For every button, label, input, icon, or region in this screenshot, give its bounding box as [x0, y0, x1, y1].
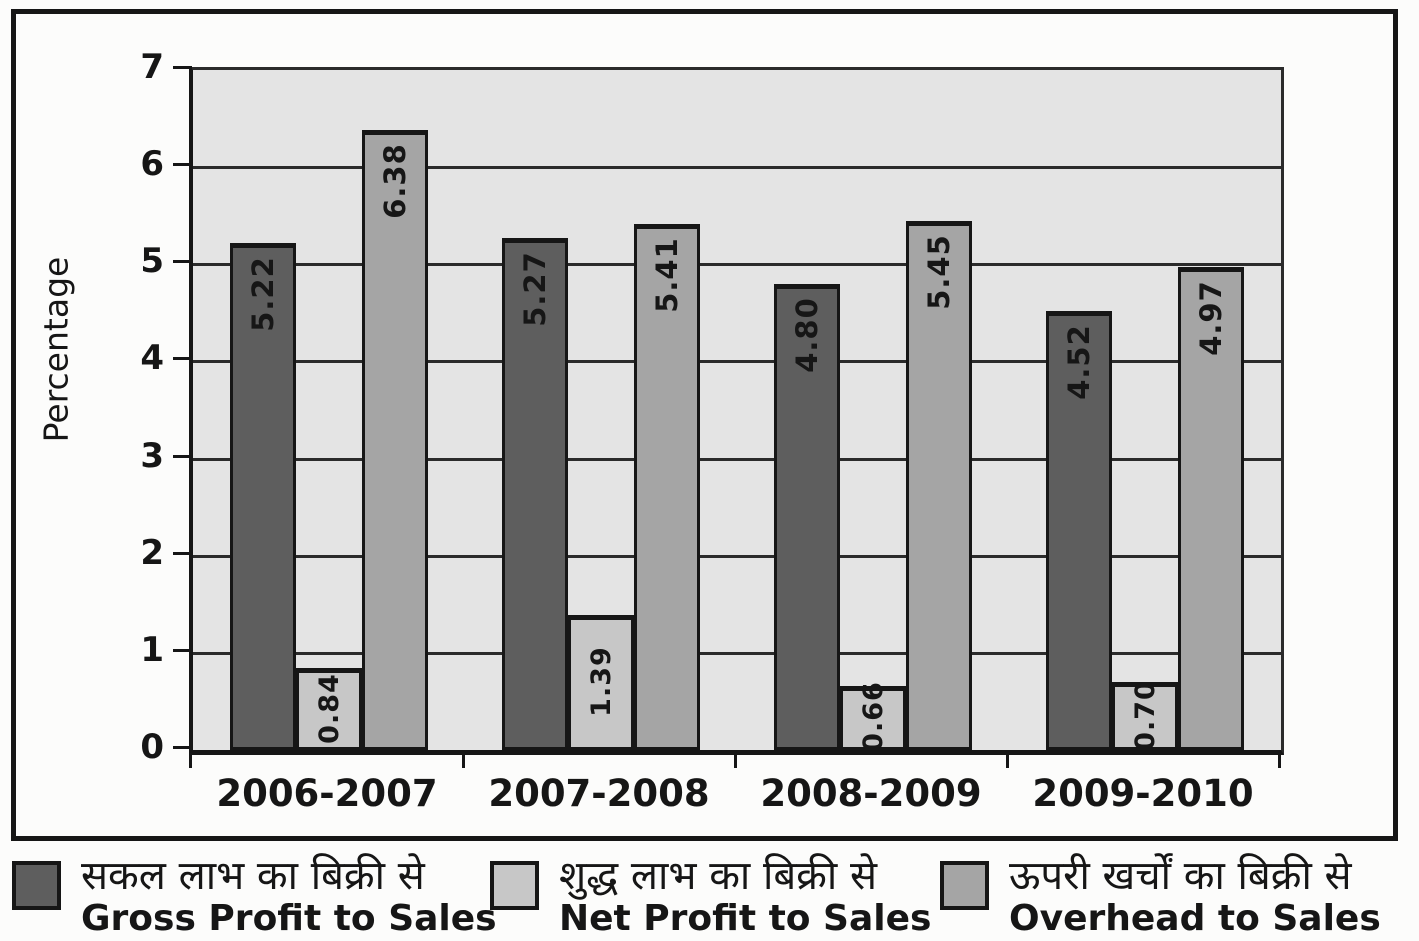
bar-2006-2007-series-2: 6.38	[362, 130, 428, 750]
bar-value-text: 5.27	[518, 251, 552, 327]
bar-value-text: 4.97	[1194, 280, 1228, 356]
bar-value-label: 5.45	[897, 233, 981, 310]
gridline-y-1	[193, 651, 1281, 655]
bar-2007-2008-series-2: 5.41	[634, 224, 700, 750]
bar-value-text: 4.80	[790, 296, 824, 373]
y-tick-4	[173, 357, 192, 361]
bar-value-label: 4.80	[765, 296, 849, 373]
legend-label-english: Net Profit to Sales	[559, 898, 932, 940]
legend-item-overhead: ऊपरी खर्चों का बिक्री से Overhead to Sal…	[940, 853, 1381, 938]
legend-label-hindi: ऊपरी खर्चों का बिक्री से	[1009, 853, 1352, 899]
x-tick-4	[1278, 752, 1281, 768]
bar-value-text: 5.45	[922, 233, 956, 310]
bar-2009-2010-series-0: 4.52	[1046, 310, 1112, 750]
bar-value-label: 4.52	[1037, 324, 1121, 400]
bar-2006-2007-series-0: 5.22	[230, 242, 296, 750]
category-label-2008-2009: 2008-2009	[760, 772, 982, 815]
y-tick-label-5: 5	[140, 241, 164, 282]
legend-label-english: Gross Profit to Sales	[81, 898, 497, 940]
x-tick-1	[462, 752, 465, 768]
bar-value-text: 5.22	[246, 256, 280, 332]
x-tick-3	[1006, 752, 1009, 768]
bar-value-label: 5.27	[493, 251, 577, 327]
y-tick-label-4: 4	[140, 338, 164, 379]
y-tick-1	[173, 648, 192, 652]
legend-label-hindi: शुद्ध लाभ का बिक्री से	[559, 853, 878, 899]
y-tick-5	[173, 260, 192, 264]
bar-value-text: 5.41	[650, 237, 684, 314]
legend: सकल लाभ का बिक्री से Gross Profit to Sal…	[10, 853, 1419, 941]
bar-value-text: 6.38	[378, 143, 412, 220]
y-tick-label-6: 6	[140, 144, 164, 185]
legend-text-gross-profit: सकल लाभ का बिक्री से Gross Profit to Sal…	[81, 853, 497, 938]
bar-2008-2009-series-2: 5.45	[906, 220, 972, 750]
y-tick-label-0: 0	[140, 727, 164, 767]
bar-2009-2010-series-1: 0.70	[1112, 680, 1178, 750]
bar-2007-2008-series-0: 5.27	[502, 238, 568, 750]
legend-item-gross-profit: सकल लाभ का बिक्री से Gross Profit to Sal…	[12, 853, 497, 938]
legend-item-net-profit: शुद्ध लाभ का बिक्री से Net Profit to Sal…	[490, 853, 931, 938]
y-tick-label-3: 3	[140, 435, 164, 476]
bar-value-label: 4.97	[1169, 280, 1253, 356]
bar-2008-2009-series-0: 4.80	[774, 283, 840, 750]
bar-2009-2010-series-2: 4.97	[1178, 267, 1244, 750]
bar-value-label: 0.70	[1103, 680, 1187, 751]
bar-value-label: 6.38	[353, 143, 437, 220]
category-label-2007-2008: 2007-2008	[488, 772, 710, 815]
bar-value-label: 5.22	[221, 256, 305, 332]
category-label-2009-2010: 2009-2010	[1032, 772, 1254, 815]
bar-value-label: 0.84	[287, 669, 371, 747]
chart-outer-border: Percentage 5.22 0.84 6.38 5.27 1.39 5.41 4.80 0…	[11, 9, 1398, 841]
bar-2008-2009-series-1: 0.66	[840, 682, 906, 752]
gridline-y-3	[193, 457, 1281, 461]
y-tick-2	[173, 551, 192, 555]
legend-label-english: Overhead to Sales	[1009, 898, 1381, 940]
x-tick-0	[189, 752, 192, 768]
legend-text-overhead: ऊपरी खर्चों का बिक्री से Overhead to Sal…	[1009, 853, 1381, 938]
plot-area: 5.22 0.84 6.38 5.27 1.39 5.41 4.80 0.66 5.45 4.52…	[189, 67, 1284, 755]
category-label-2006-2007: 2006-2007	[216, 772, 438, 815]
y-tick-6	[173, 163, 192, 167]
y-tick-7	[173, 66, 192, 69]
bar-value-text: 1.39	[585, 646, 617, 717]
bar-value-label: 1.39	[559, 616, 643, 747]
legend-swatch-overhead	[940, 861, 989, 910]
y-tick-label-1: 1	[140, 629, 164, 670]
bar-value-label: 5.41	[625, 237, 709, 314]
legend-swatch-gross-profit	[12, 861, 61, 910]
y-tick-0	[173, 746, 192, 749]
bar-value-text: 0.70	[1129, 679, 1161, 751]
gridline-y-2	[193, 554, 1281, 558]
bar-2006-2007-series-1: 0.84	[296, 668, 362, 750]
x-tick-2	[734, 752, 737, 768]
bar-2007-2008-series-1: 1.39	[568, 614, 634, 750]
gridline-y-5	[193, 263, 1281, 267]
y-tick-label-2: 2	[140, 532, 164, 573]
y-axis-title-text: Percentage	[36, 256, 76, 442]
y-tick-label-7: 7	[140, 47, 164, 87]
bar-value-label: 0.66	[831, 682, 915, 753]
bar-value-text: 0.84	[313, 672, 345, 744]
legend-text-net-profit: शुद्ध लाभ का बिक्री से Net Profit to Sal…	[559, 853, 931, 938]
bar-value-text: 4.52	[1062, 324, 1096, 400]
y-tick-3	[173, 454, 192, 458]
legend-label-hindi: सकल लाभ का बिक्री से	[81, 853, 425, 899]
legend-swatch-net-profit	[490, 861, 539, 910]
gridline-y-6	[193, 166, 1281, 170]
gridline-y-4	[193, 360, 1281, 364]
bar-value-text: 0.66	[857, 681, 889, 753]
